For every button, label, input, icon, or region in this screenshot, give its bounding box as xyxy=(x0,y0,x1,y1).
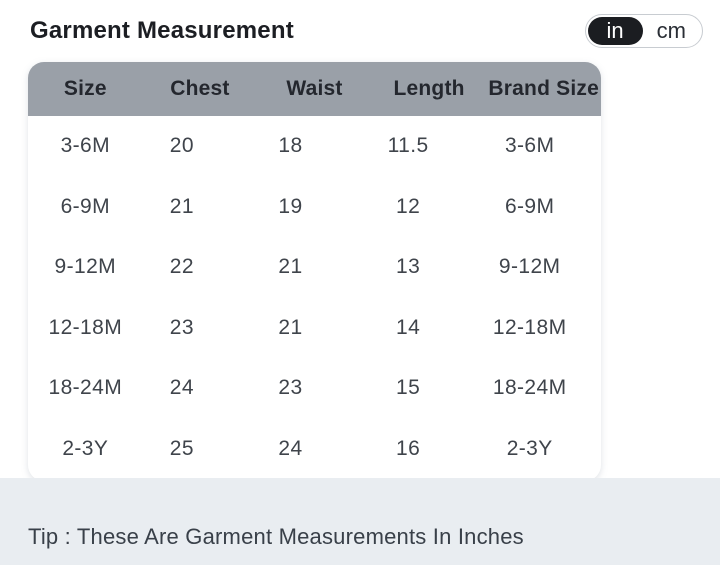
column-header-chest: Chest xyxy=(170,77,230,100)
table-row: 9-12M 22 21 13 9-12M xyxy=(28,237,601,298)
cell-brand-size: 2-3Y xyxy=(506,436,553,460)
cell-brand-size: 18-24M xyxy=(492,376,567,400)
table-row: 12-18M 23 21 14 12-18M xyxy=(28,298,601,359)
cell-chest: 22 xyxy=(169,255,194,279)
cell-chest: 20 xyxy=(169,134,194,158)
cell-waist: 23 xyxy=(278,376,303,400)
cell-chest: 23 xyxy=(169,315,194,339)
cell-brand-size: 6-9M xyxy=(504,194,555,218)
cell-chest: 25 xyxy=(169,436,194,460)
topbar: Garment Measurement in cm xyxy=(30,13,703,49)
table-header-row: Size Chest Waist Length Brand Size xyxy=(28,62,601,116)
column-header-length: Length xyxy=(393,77,465,100)
column-header-size: Size xyxy=(63,77,107,100)
unit-option-inches[interactable]: in xyxy=(587,17,643,45)
table-row: 2-3Y 25 24 16 2-3Y xyxy=(28,419,601,480)
cell-waist: 24 xyxy=(278,436,303,460)
cell-length: 12 xyxy=(396,194,421,218)
size-table: Size Chest Waist Length Brand Size 3-6M … xyxy=(28,62,601,481)
cell-size: 18-24M xyxy=(48,376,123,400)
unit-toggle[interactable]: in cm xyxy=(584,14,703,48)
cell-length: 16 xyxy=(396,436,421,460)
table-row: 3-6M 20 18 11.5 3-6M xyxy=(28,116,601,177)
cell-chest: 21 xyxy=(169,194,194,218)
cell-size: 9-12M xyxy=(54,255,117,279)
unit-option-cm[interactable]: cm xyxy=(656,18,686,43)
cell-brand-size: 3-6M xyxy=(504,134,555,158)
table-row: 6-9M 21 19 12 6-9M xyxy=(28,177,601,238)
cell-size: 3-6M xyxy=(60,134,111,158)
cell-length: 15 xyxy=(396,376,421,400)
column-header-brand-size: Brand Size xyxy=(488,77,599,100)
tip-text: Tip : These Are Garment Measurements In … xyxy=(28,524,524,549)
cell-size: 6-9M xyxy=(60,194,111,218)
cell-size: 12-18M xyxy=(48,315,123,339)
tip-banner: Tip : These Are Garment Measurements In … xyxy=(0,478,720,565)
table-row: 18-24M 24 23 15 18-24M xyxy=(28,358,601,419)
cell-brand-size: 12-18M xyxy=(492,315,567,339)
cell-length: 13 xyxy=(396,255,421,279)
cell-waist: 21 xyxy=(278,315,303,339)
cell-length: 11.5 xyxy=(387,134,429,158)
page-title: Garment Measurement xyxy=(30,17,294,44)
table-body: 3-6M 20 18 11.5 3-6M 6-9M 21 19 12 6-9M … xyxy=(28,116,601,481)
cell-waist: 21 xyxy=(278,255,303,279)
cell-length: 14 xyxy=(396,315,421,339)
cell-size: 2-3Y xyxy=(62,436,109,460)
cell-chest: 24 xyxy=(169,376,194,400)
cell-waist: 19 xyxy=(278,194,303,218)
cell-brand-size: 9-12M xyxy=(498,255,561,279)
cell-waist: 18 xyxy=(278,134,303,158)
column-header-waist: Waist xyxy=(286,77,343,100)
